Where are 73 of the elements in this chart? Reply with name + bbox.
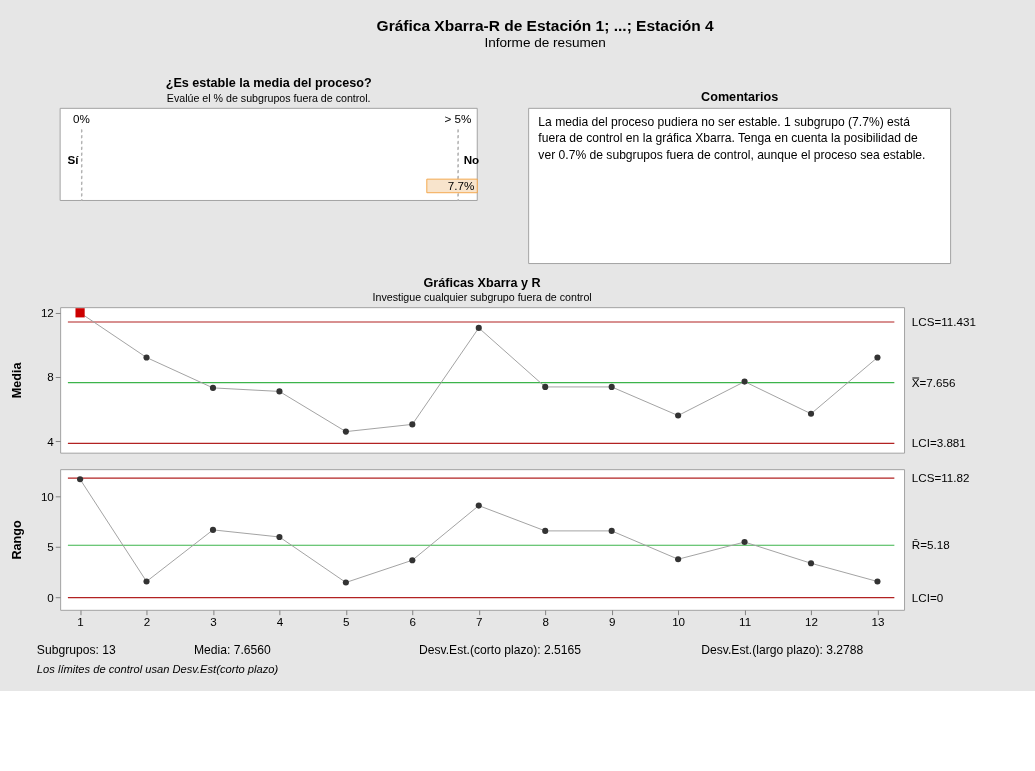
point [542,383,549,390]
y-tick-label: 5 [47,540,54,554]
x-tick-label: 1 [77,614,84,628]
point [75,308,85,318]
text: ¿Es estable la media del proceso? [165,76,372,91]
text: ver 0.7% de subgrupos fuera de control, aunque el proceso sea estable. [538,147,926,162]
text: No [463,152,480,166]
x-tick-label: 11 [739,614,752,628]
point [342,579,349,586]
y-tick-label: 0 [47,591,55,605]
point [542,527,549,534]
ref-line-label: X̿=7.656 [911,375,956,389]
x-tick-label: 9 [608,614,616,628]
x-tick-label: 3 [210,614,217,628]
point [77,476,84,483]
y-axis-title: Media [9,361,24,399]
point [608,383,615,390]
text: Desv.Est.(largo plazo): 3.2788 [701,643,864,658]
x-tick-label: 8 [542,614,549,628]
text: Informe de resumen [484,35,606,51]
text: Los límites de control usan Desv.Est(corto plazo) [36,662,279,675]
point [874,354,881,361]
text: Comentarios [701,90,779,105]
point [741,378,748,385]
point [143,354,150,361]
y-axis-title: Rango [9,520,24,560]
point [276,533,283,541]
point [409,557,416,564]
point [475,324,482,331]
point [143,578,150,585]
point [342,428,349,435]
text: Evalúe el % de subgrupos fuera de control. [166,92,371,105]
ref-line-label: LCS=11.431 [911,314,976,328]
x-tick-label: 5 [343,614,350,628]
x-tick-label: 10 [672,614,686,628]
y-tick-label: 12 [40,306,54,320]
point [209,526,217,533]
text: La media del proceso pudiera no ser estable. 1 subgrupo (7.7%) está [538,114,911,129]
y-tick-label: 4 [47,434,55,448]
x-tick-label: 4 [276,614,284,628]
x-tick-label: 7 [476,614,483,628]
point [807,410,815,417]
chart-subtitle: Investigue cualquier subgrupo fuera de control [372,291,592,304]
text: Subgrupos: 13 [36,643,116,658]
text: Sí [67,152,80,166]
y-tick-label: 10 [40,489,55,503]
point [807,560,815,567]
x-tick-label: 2 [143,614,151,628]
x-tick-label: 13 [871,614,885,628]
y-tick-label: 8 [47,370,54,384]
point [675,556,682,563]
point [675,412,682,419]
ref-line-label: LCS=11.82 [911,470,970,484]
point [874,578,881,585]
x-tick-label: 12 [805,614,818,628]
point [608,527,615,534]
point [741,538,748,546]
x-tick-label: 6 [409,614,417,628]
text: 0% [73,111,90,125]
text: Media: 7.6560 [194,643,272,658]
ref-line-label: LCI=3.881 [911,436,966,450]
point [209,384,217,391]
text: Desv.Est.(corto plazo): 2.5165 [419,643,582,658]
point [475,502,482,509]
text: fuera de control en la gráfica Xbarra. Tenga en cuenta la posibilidad de [538,131,919,146]
ref-line-label: LCI=0 [911,590,944,604]
point [276,388,283,395]
text: Gráfica Xbarra-R de Estación 1; ...; Estación 4 [376,16,715,34]
chart-title: Gráficas Xbarra y R [423,275,541,290]
ref-line-label: R̄=5.18 [911,538,950,552]
text: > 5% [444,111,472,125]
point [409,421,416,428]
text: 7.7% [447,178,475,192]
